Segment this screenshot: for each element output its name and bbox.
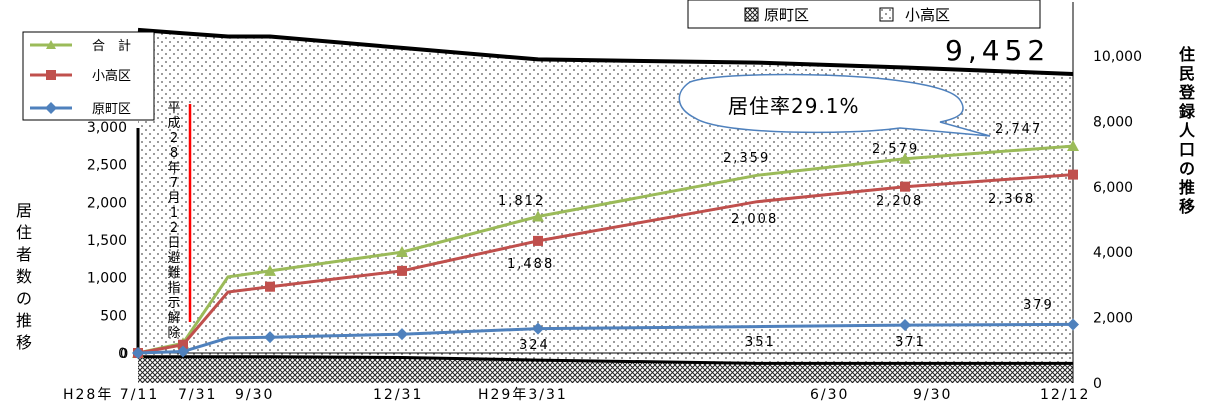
label-origin-0: 0 (120, 347, 130, 362)
data-point (532, 210, 544, 222)
data-point (177, 345, 189, 358)
data-point (899, 152, 911, 164)
diamond-marker-icon (45, 102, 57, 114)
y-tick-label: 1,500 (87, 233, 127, 249)
y2-tick-label: 2,000 (1093, 311, 1133, 327)
data-point (264, 331, 276, 344)
legend-total-label: 合 計 (92, 38, 131, 54)
data-point (264, 264, 276, 276)
data-point (1068, 169, 1078, 180)
series-legend: 合 計 小高区 原町区 (22, 31, 155, 121)
y2-tick-label: 0 (1093, 376, 1102, 392)
x-tick-label: H29年3/31 (478, 387, 568, 403)
residence-rate-label: 居住率29.1% (728, 94, 860, 118)
total-population-label: 9,452 (945, 34, 1050, 67)
label-kodaka-2208: 2,208 (876, 194, 923, 209)
data-point (899, 319, 911, 332)
area-haramachi (138, 356, 1073, 383)
x-tick-label: 9/30 (913, 387, 952, 403)
dots-swatch-icon (879, 7, 894, 22)
data-point (532, 322, 544, 335)
y-axis-ticks: 0 500 1,000 1,500 2,000 2,500 3,000 (87, 120, 127, 362)
triangle-marker-icon (46, 40, 56, 49)
y2-tick-label: 8,000 (1093, 114, 1133, 130)
y-tick-label: 1,000 (87, 271, 127, 287)
data-point (396, 246, 408, 258)
y2-tick-label: 4,000 (1093, 245, 1133, 261)
x-tick-label: 7/31 (178, 387, 217, 403)
x-axis-ticks: H28年 7/11 7/31 9/30 12/31 H29年3/31 6/30 9/30 12… (63, 387, 1090, 403)
area-legend: 原町区 小高区 (687, 0, 1041, 29)
series-group (132, 140, 1079, 359)
y-axis-title: 居住者数の推移 (16, 201, 32, 352)
square-marker-icon (46, 70, 56, 80)
y-tick-label: 2,500 (87, 158, 127, 174)
y-tick-label: 3,000 (87, 120, 127, 136)
x-tick-label: 6/30 (810, 387, 849, 403)
area-kodaka (138, 29, 1073, 384)
crosshatch-swatch-icon (744, 7, 759, 22)
label-haramachi-371: 371 (895, 335, 926, 350)
label-total-2747: 2,747 (995, 122, 1042, 137)
area-kodaka-outline (137, 27, 1074, 76)
y-tick-label: 2,000 (87, 195, 127, 211)
label-total-2359: 2,359 (723, 151, 770, 166)
evacuation-lift-annotation: 平成 2 8 年 7 月 1 2 日避難指示解除 (167, 101, 180, 341)
y2-tick-label: 10,000 (1093, 49, 1142, 65)
data-point (178, 339, 188, 350)
data-point (900, 181, 910, 192)
y-tick-label: 0 (118, 346, 127, 362)
residence-rate-callout (678, 73, 991, 137)
legend-kodaka-area-label: 小高区 (905, 6, 950, 24)
label-total-2579: 2,579 (872, 142, 919, 157)
data-point (397, 265, 407, 276)
label-kodaka-1488: 1,488 (507, 257, 554, 272)
data-point (396, 328, 408, 341)
area-haramachi-outline (138, 355, 1073, 365)
x-tick-label: H28年 7/11 (63, 387, 159, 403)
label-haramachi-379: 379 (1023, 298, 1054, 313)
y2-tick-label: 6,000 (1093, 180, 1133, 196)
label-kodaka-2368: 2,368 (988, 192, 1035, 207)
legend-haramachi-area-label: 原町区 (764, 6, 809, 24)
data-point (1067, 140, 1079, 152)
label-total-1812: 1,812 (498, 194, 545, 209)
y-tick-label: 500 (100, 308, 127, 324)
data-point (265, 281, 275, 292)
x-tick-label: 9/30 (235, 387, 274, 403)
data-point (533, 235, 543, 246)
data-point (1067, 318, 1079, 331)
data-point (132, 347, 144, 359)
label-kodaka-2008: 2,008 (731, 212, 778, 227)
data-labels: 1,812 2,359 2,579 2,747 1,488 2,008 2,20… (120, 122, 1054, 362)
legend-haramachi-label: 原町区 (92, 102, 131, 117)
legend-kodaka-label: 小高区 (92, 68, 131, 84)
x-tick-label: 12/31 (373, 387, 423, 403)
x-tick-label: 12/12 (1040, 387, 1090, 403)
y2-axis-title: 住民登録人口の推移 (1178, 45, 1196, 216)
label-haramachi-324: 324 (519, 338, 550, 353)
label-haramachi-351: 351 (745, 335, 776, 350)
